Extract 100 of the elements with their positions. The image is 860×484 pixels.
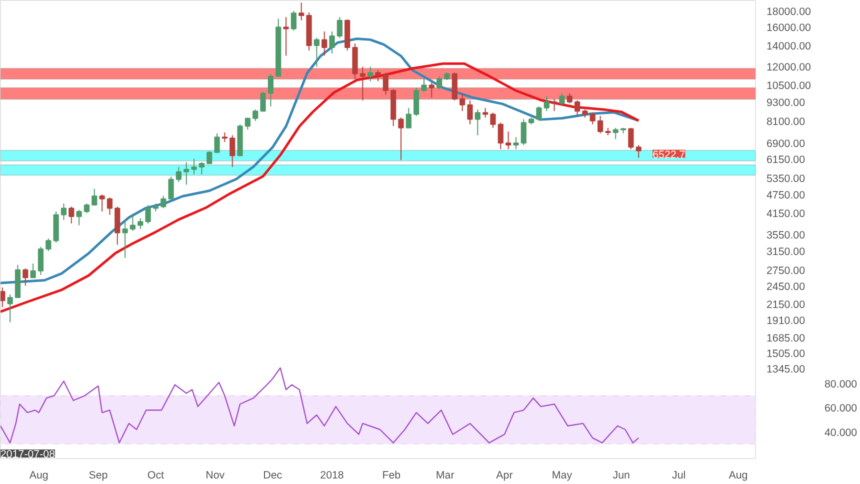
candlestick xyxy=(30,262,36,278)
candlestick xyxy=(22,268,28,286)
y2-tick-label: 40.000 xyxy=(824,426,858,439)
candlestick xyxy=(329,30,335,54)
candlestick xyxy=(336,16,342,38)
x-tick-label: Nov xyxy=(206,470,226,482)
candlestick xyxy=(230,134,236,168)
y-tick-label: 6150.00 xyxy=(766,154,806,166)
line-series xyxy=(0,38,640,284)
x-tick-label: Aug xyxy=(728,470,748,482)
y-tick-label: 4150.00 xyxy=(766,208,806,220)
candlestick xyxy=(138,218,144,230)
candlestick xyxy=(474,108,480,136)
x-tick-label: Apr xyxy=(496,470,514,482)
candlestick xyxy=(130,214,136,232)
candlestick xyxy=(176,166,182,183)
candlestick xyxy=(574,100,580,116)
candlestick xyxy=(60,202,67,220)
candlestick xyxy=(106,196,113,216)
y-tick-label: 10500.00 xyxy=(766,80,812,92)
line-series xyxy=(0,367,640,444)
y-tick-label: 5350.00 xyxy=(766,173,806,186)
candlestick xyxy=(428,82,434,98)
y-tick-label: 2150.00 xyxy=(766,298,806,311)
y-tick-label: 8100.00 xyxy=(766,116,806,128)
candlestick xyxy=(375,70,381,82)
candlestick xyxy=(198,162,205,175)
candlestick xyxy=(160,195,166,209)
candlestick xyxy=(290,10,296,32)
candlestick xyxy=(38,246,44,276)
candlestick xyxy=(214,132,220,153)
candlestick xyxy=(0,286,6,308)
x-tick-label: Feb xyxy=(382,470,401,482)
candlestick xyxy=(168,176,174,200)
y2-tick-label: 80.000 xyxy=(824,378,858,391)
candlestick xyxy=(414,87,420,116)
y-tick-label: 1685.00 xyxy=(766,332,806,344)
candlestick xyxy=(7,294,13,323)
candlestick xyxy=(322,30,328,56)
y-tick-label: 1910.00 xyxy=(766,315,806,328)
x-tick-label: 2018 xyxy=(320,470,344,482)
x-tick-label: May xyxy=(552,470,573,482)
candlestick xyxy=(559,92,565,106)
candlestick xyxy=(544,96,550,112)
y-tick-label: 2450.00 xyxy=(766,280,806,293)
y-tick-label: 9300.00 xyxy=(766,96,806,109)
candlestick xyxy=(612,127,618,140)
y-tick-label: 1505.00 xyxy=(766,348,806,360)
candlestick xyxy=(206,150,212,164)
candlestick xyxy=(191,158,197,175)
y2-tick-label: 60.000 xyxy=(824,402,858,415)
x-tick-label: Oct xyxy=(147,470,164,482)
y-tick-label: 18000.00 xyxy=(766,6,812,18)
line-series xyxy=(0,62,640,313)
x-tick-label: Sep xyxy=(88,470,108,482)
candlestick xyxy=(490,112,496,128)
candlestick xyxy=(636,144,642,158)
y-tick-label: 12000.00 xyxy=(766,62,812,74)
candlestick xyxy=(46,238,52,252)
candlestick xyxy=(92,188,98,206)
candlestick xyxy=(268,73,274,107)
y-tick-label: 14000.00 xyxy=(766,40,812,52)
x-tick-label: Jun xyxy=(612,470,630,482)
candlestick xyxy=(536,106,542,122)
candlestick xyxy=(498,122,504,150)
candlestick xyxy=(513,136,519,150)
x-tick-label: Mar xyxy=(436,470,455,482)
candlestick xyxy=(406,107,412,128)
candlestick xyxy=(421,78,427,92)
candlestick xyxy=(590,112,596,125)
y-tick-label: 4750.00 xyxy=(766,190,806,202)
candlestick xyxy=(222,132,228,143)
candlestick xyxy=(520,118,526,146)
candlestick xyxy=(506,131,512,150)
candlestick xyxy=(597,115,604,134)
candlestick xyxy=(260,91,266,112)
x-tick-label: Aug xyxy=(29,470,48,482)
candlestick xyxy=(482,107,488,118)
candlestick xyxy=(460,92,466,112)
candlestick xyxy=(145,204,151,224)
candlestick xyxy=(368,66,374,82)
candlestick xyxy=(283,16,289,56)
candlestick xyxy=(68,206,74,224)
candlestick xyxy=(298,2,304,21)
candlestick xyxy=(184,162,190,186)
y-tick-label: 3150.00 xyxy=(766,246,806,258)
candlestick xyxy=(244,117,250,130)
annotation: 6522.7 xyxy=(652,148,686,161)
candlestick xyxy=(566,92,572,104)
candlestick xyxy=(314,37,320,68)
candlestick xyxy=(628,127,634,150)
y-tick-label: 6900.00 xyxy=(766,138,806,150)
y-tick-label: 1345.00 xyxy=(766,363,806,376)
candlestick xyxy=(551,98,558,112)
candlestick xyxy=(467,100,473,125)
x-tick-label: Dec xyxy=(263,470,283,482)
y-tick-label: 2750.00 xyxy=(766,264,806,277)
candlestick xyxy=(398,117,404,161)
candlestick xyxy=(84,202,90,214)
annotation: 2017-07-08 xyxy=(0,448,56,460)
